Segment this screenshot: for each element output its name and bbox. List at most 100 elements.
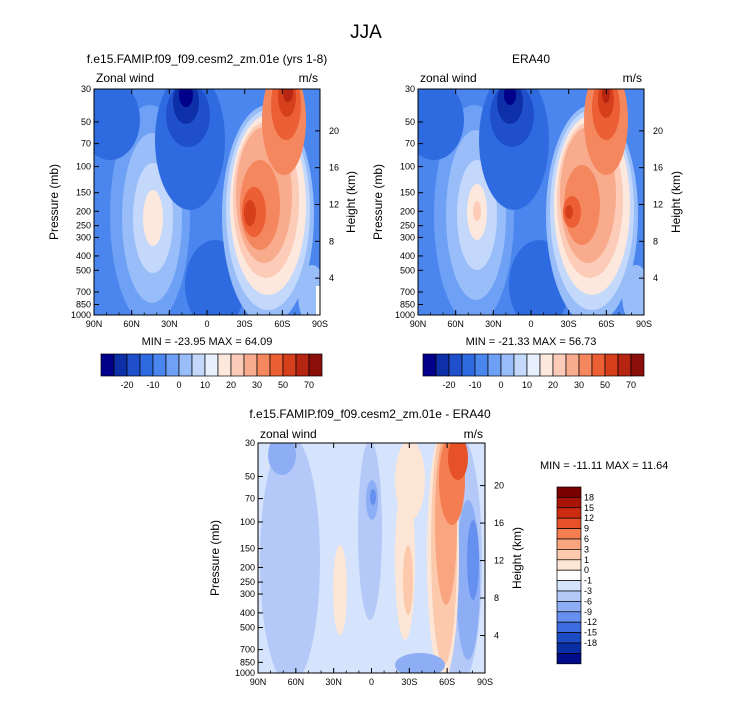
colorbar-label-diff: -3 xyxy=(584,586,592,596)
x-tick-label-model: 30S xyxy=(237,319,253,329)
colorbar-label-model: 0 xyxy=(176,380,181,390)
y-tick-label-model: 250 xyxy=(76,221,91,231)
height-tick-label-obs: 8 xyxy=(653,236,658,246)
y-tick-label-obs: 250 xyxy=(400,221,415,231)
band-obs-15 xyxy=(473,201,481,221)
band-obs-low-left xyxy=(418,89,464,160)
colorbar-label-diff: -9 xyxy=(584,607,592,617)
colorbar-swatch-diff xyxy=(556,601,582,613)
colorbar-label-diff: -15 xyxy=(584,628,597,638)
colorbar-swatch-obs xyxy=(591,353,606,377)
band-model-jet-core xyxy=(244,200,256,226)
x-tick-label-model: 60S xyxy=(274,319,290,329)
y-tick-label-obs: 700 xyxy=(400,287,415,297)
colorbar-swatch-obs xyxy=(604,353,619,377)
x-tick-label-obs: 30N xyxy=(485,319,502,329)
colorbar-label-model: 70 xyxy=(304,380,314,390)
colorbar-label-model: -10 xyxy=(146,380,159,390)
y-tick-label-diff: 300 xyxy=(240,589,255,599)
colorbar-label-obs: -10 xyxy=(468,380,481,390)
y-tick-label-model: 500 xyxy=(76,265,91,275)
ylabel-right-model: Height (km) xyxy=(344,171,358,233)
colorbar-swatch-obs xyxy=(500,353,515,377)
colorbar-swatch-model xyxy=(282,353,297,377)
colorbar-swatch-model xyxy=(269,353,284,377)
x-tick-label-diff: 90S xyxy=(477,677,493,687)
height-tick-label-diff: 8 xyxy=(494,593,499,603)
axes-diff: 90N 60N 30N 0 30S 60S 90S 30 50 70 100 150 200 250 300… xyxy=(235,438,504,687)
contour-field-obs xyxy=(418,89,644,315)
units-label-diff: m/s xyxy=(464,427,483,441)
panel-title-obs: ERA40 xyxy=(512,52,550,66)
band-obs-pnj-4 xyxy=(602,89,610,103)
panel-obs: ERA40 zonal wind m/s xyxy=(371,52,683,390)
colorbar-swatch-model xyxy=(113,353,128,377)
height-tick-label-obs: 20 xyxy=(653,126,663,136)
mask-model-south xyxy=(316,286,320,315)
band-diff-jet-12 xyxy=(448,443,468,480)
band-diff-neg-mid xyxy=(358,443,382,620)
colorbar-swatch-obs xyxy=(630,353,645,377)
colorbar-swatch-diff xyxy=(556,559,582,571)
height-tick-label-diff: 16 xyxy=(494,518,504,528)
x-tick-label-diff: 60S xyxy=(439,677,455,687)
axes-model: 90N 60N 30N 0 30S 60S 90S 30 50 70 100 150 200 250300… xyxy=(71,84,339,329)
colorbar-swatch-obs xyxy=(461,353,476,377)
y-tick-label-diff: 500 xyxy=(240,623,255,633)
y-tick-label-model: 200 xyxy=(76,206,91,216)
band-model-low-left xyxy=(94,89,140,160)
colorbar-label-diff: -1 xyxy=(584,576,592,586)
colorbar-swatch-obs xyxy=(487,353,502,377)
colorbar-swatch-model xyxy=(256,353,271,377)
colorbar-model: -20 -10 0 10 20 30 50 70 xyxy=(100,353,323,390)
y-tick-label-model: 850 xyxy=(76,300,91,310)
x-tick-label-diff: 0 xyxy=(369,677,374,687)
y-tick-label-diff: 70 xyxy=(245,494,255,504)
colorbar-swatch-diff xyxy=(556,621,582,633)
y-tick-label-obs: 30 xyxy=(405,84,415,94)
colorbar-swatch-diff xyxy=(556,653,582,665)
contour-field-diff xyxy=(258,443,485,673)
colorbar-swatch-model xyxy=(191,353,206,377)
x-tick-label-model: 30N xyxy=(161,319,178,329)
y-tick-label-diff: 50 xyxy=(245,472,255,482)
colorbar-swatch-obs xyxy=(565,353,580,377)
y-tick-label-model: 300 xyxy=(76,232,91,242)
ylabel-model: Pressure (mb) xyxy=(47,164,61,240)
y-tick-label-obs: 400 xyxy=(400,251,415,261)
x-tick-label-obs: 30S xyxy=(561,319,577,329)
colorbar-swatch-obs xyxy=(448,353,463,377)
colorbar-swatch-model xyxy=(178,353,193,377)
colorbar-swatch-model xyxy=(217,353,232,377)
colorbar-swatch-model xyxy=(204,353,219,377)
band-diff-pos-left xyxy=(333,545,347,635)
band-diff-neg-left xyxy=(260,443,320,673)
colorbar-swatch-model xyxy=(295,353,310,377)
colorbar-swatch-obs xyxy=(552,353,567,377)
variable-label-obs: zonal wind xyxy=(420,71,477,85)
x-tick-label-obs: 90N xyxy=(410,319,427,329)
colorbar-swatch-obs xyxy=(474,353,489,377)
stats-model: MIN = -23.95 MAX = 64.09 xyxy=(142,336,273,348)
band-diff-neg-left2 xyxy=(268,443,296,475)
units-label-model: m/s xyxy=(299,71,318,85)
ylabel-obs: Pressure (mb) xyxy=(371,164,385,240)
height-tick-label-model: 16 xyxy=(329,163,339,173)
stats-diff: MIN = -11.11 MAX = 11.64 xyxy=(540,460,668,472)
height-tick-label-obs: 16 xyxy=(653,163,663,173)
colorbar-label-obs: -20 xyxy=(442,380,455,390)
colorbar-label-model: 30 xyxy=(252,380,262,390)
colorbar-label-diff: 18 xyxy=(584,492,594,502)
colorbar-label-obs: 70 xyxy=(626,380,636,390)
colorbar-obs: -20 -10 0 10 20 30 50 70 xyxy=(422,353,645,390)
colorbar-swatch-diff xyxy=(556,590,582,602)
colorbar-label-diff: -18 xyxy=(584,638,597,648)
x-tick-label-obs: 0 xyxy=(528,319,533,329)
x-tick-label-diff: 90N xyxy=(250,677,267,687)
units-label-obs: m/s xyxy=(623,71,642,85)
colorbar-swatch-model xyxy=(308,353,323,377)
y-tick-label-obs: 100 xyxy=(400,162,415,172)
height-tick-label-obs: 4 xyxy=(653,273,658,283)
band-obs-trop-3 xyxy=(497,89,523,124)
